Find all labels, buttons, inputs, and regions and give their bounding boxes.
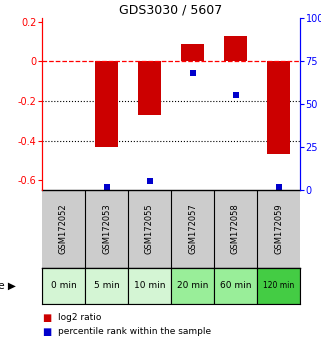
Bar	[138, 62, 161, 115]
Text: GSM172053: GSM172053	[102, 204, 111, 255]
Text: GSM172058: GSM172058	[231, 204, 240, 255]
Title: GDS3030 / 5607: GDS3030 / 5607	[119, 4, 223, 17]
Text: 0 min: 0 min	[51, 281, 76, 291]
Text: 120 min: 120 min	[263, 281, 294, 291]
Text: GSM172055: GSM172055	[145, 204, 154, 254]
Bar	[214, 268, 257, 304]
Text: ■: ■	[42, 313, 51, 323]
Bar	[128, 268, 171, 304]
Text: GSM172059: GSM172059	[274, 204, 283, 254]
Text: 5 min: 5 min	[94, 281, 119, 291]
Text: 20 min: 20 min	[177, 281, 208, 291]
Bar	[267, 62, 290, 154]
Bar	[257, 268, 300, 304]
Bar	[95, 62, 118, 147]
Bar	[42, 268, 85, 304]
Text: log2 ratio: log2 ratio	[58, 314, 101, 322]
Bar	[85, 268, 128, 304]
Text: GSM172052: GSM172052	[59, 204, 68, 254]
Bar	[171, 268, 214, 304]
Text: ■: ■	[42, 327, 51, 337]
Text: 60 min: 60 min	[220, 281, 251, 291]
Bar	[181, 44, 204, 62]
Text: 10 min: 10 min	[134, 281, 165, 291]
Text: GSM172057: GSM172057	[188, 204, 197, 255]
Bar	[224, 36, 247, 62]
Text: time ▶: time ▶	[0, 281, 16, 291]
Text: percentile rank within the sample: percentile rank within the sample	[58, 327, 211, 337]
